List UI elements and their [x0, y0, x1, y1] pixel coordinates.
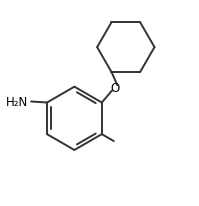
Text: O: O	[110, 82, 119, 95]
Text: H₂N: H₂N	[6, 96, 28, 109]
